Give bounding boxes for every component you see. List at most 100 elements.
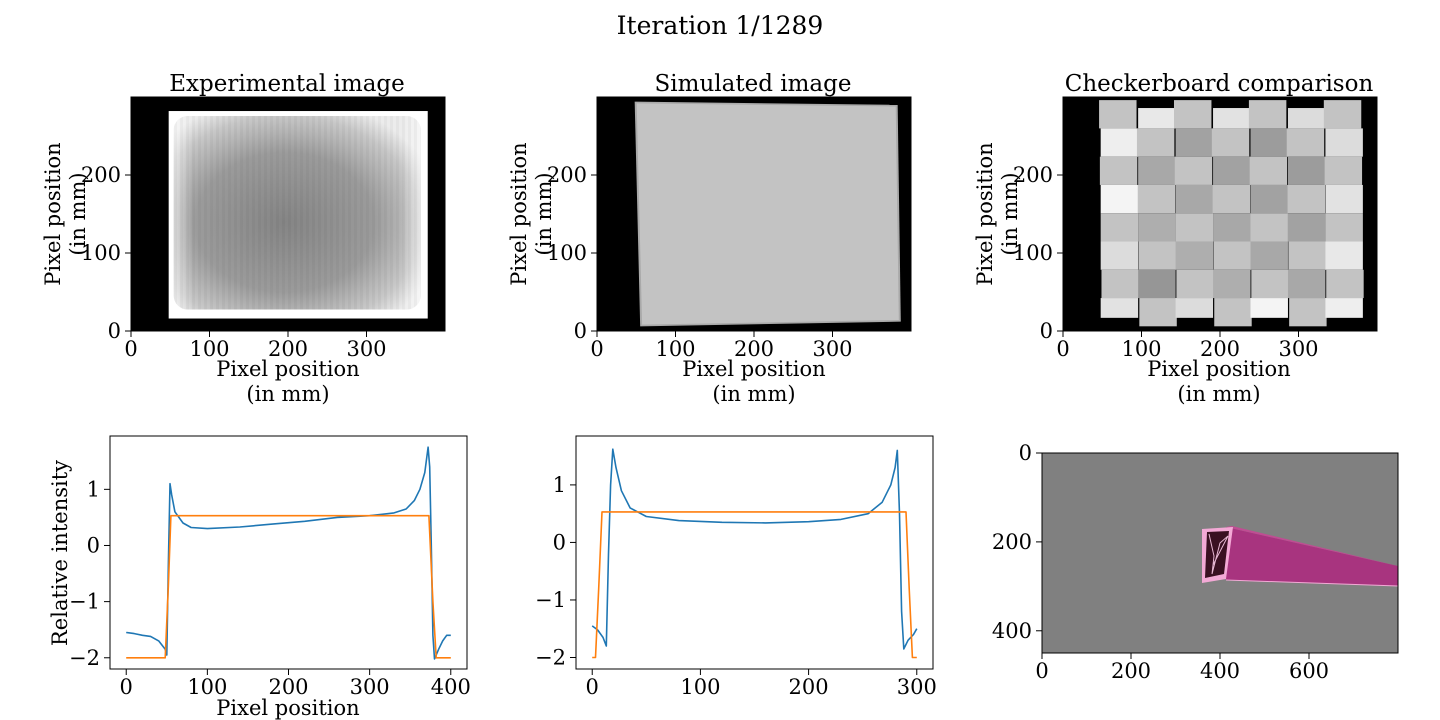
scene-xtick-label: 600 (1289, 659, 1329, 683)
profile-left-series (126, 446, 451, 660)
checkerboard-cells (1099, 100, 1364, 327)
checkerboard-xtick-label: 100 (1121, 337, 1161, 361)
checkerboard-cell (1214, 298, 1252, 327)
profile_right-ytick-label: −2 (535, 645, 566, 669)
checkerboard-cell (1250, 128, 1288, 157)
checkerboard-cell (1250, 213, 1288, 242)
simulated-image-xlabel: Pixel position (in mm) (682, 357, 825, 406)
checkerboard-cell (1213, 241, 1251, 270)
checkerboard-cell (1287, 184, 1326, 214)
simulated-image-title: Simulated image (655, 71, 852, 97)
checkerboard-cell (1325, 213, 1363, 242)
checkerboard-cell (1325, 128, 1363, 157)
experimental-image-panel: Experimental image 0 100 200 300 0 100 200 Pi… (41, 71, 446, 406)
experimental-image-xlabel: Pixel position (in mm) (216, 357, 359, 406)
scene-y-ticks: 0 200 400 (992, 441, 1042, 643)
simulated-image-ylabel: Pixel position(in mm) (507, 142, 556, 285)
profile_left-ytick-label: 0 (87, 533, 100, 557)
checkerboard-cell (1325, 184, 1363, 214)
profile-left-xlabel: Pixel position (216, 696, 359, 720)
profile_right-xtick-label: 200 (789, 675, 829, 699)
experimental-ytick-label: 100 (81, 241, 121, 265)
checkerboard-cell (1250, 241, 1288, 270)
profile_left-ytick-label: 1 (87, 477, 100, 501)
simulated-xtick-label: 300 (812, 337, 852, 361)
profile-left-frame (109, 435, 468, 670)
profile_left-simulated-profile-line (126, 514, 451, 659)
checkerboard-cell (1100, 128, 1139, 157)
simulated-image-y-ticks: 0 100 200 (547, 163, 597, 343)
checkerboard-cell (1100, 298, 1139, 318)
checkerboard-cell (1175, 213, 1214, 242)
profile-right-series (591, 448, 918, 659)
checkerboard-cell (1138, 241, 1176, 270)
checkerboard-cell (1286, 128, 1325, 157)
scene-box-edge (1225, 579, 1398, 587)
simulated-xtick-label: 100 (655, 337, 695, 361)
scene-box-side (1226, 527, 1398, 586)
scene-box-wireframe (1208, 533, 1229, 575)
simulated-xtick-label: 200 (734, 337, 774, 361)
checkerboard-cell (1100, 184, 1139, 214)
profile-right-x-ticks: 0 100 200 300 (586, 669, 937, 699)
checkerboard-cell (1173, 100, 1212, 129)
figure-title: Iteration 1/1289 (617, 11, 824, 40)
checkerboard-xtick-label: 0 (1056, 337, 1069, 361)
checkerboard-cell (1251, 269, 1289, 299)
checkerboard-cell (1326, 269, 1364, 299)
profile-right-y-ticks: −2 −1 0 1 (535, 473, 576, 669)
profile-left-y-ticks: −2 −1 0 1 (69, 477, 110, 670)
profile_left-xtick-label: 100 (187, 675, 227, 699)
experimental-xtick-label: 200 (268, 337, 308, 361)
checkerboard-ytick-label: 200 (1013, 163, 1053, 187)
checkerboard-cell (1099, 100, 1137, 129)
profile_right-xtick-label: 100 (680, 675, 720, 699)
checkerboard-cell (1288, 241, 1326, 270)
checkerboard-cell (1175, 128, 1214, 157)
checkerboard-xlabel: Pixel position (in mm) (1147, 357, 1290, 406)
simulated-ytick-label: 0 (574, 319, 587, 343)
scene-box-top (1226, 526, 1398, 566)
checkerboard-xtick-label: 200 (1200, 337, 1240, 361)
checkerboard-cell (1099, 156, 1138, 185)
simulated-image-panel: Simulated image 0 100 200 300 0 100 200 Pixel… (507, 71, 912, 406)
checkerboard-cell (1175, 184, 1214, 214)
checkerboard-cell (1139, 298, 1177, 327)
simulated-xtick-label: 0 (590, 337, 603, 361)
checkerboard-cell (1213, 156, 1251, 185)
profile_left-xtick-label: 300 (350, 675, 390, 699)
profile_left-ytick-label: −2 (69, 646, 100, 670)
checkerboard-cell (1136, 128, 1175, 157)
checkerboard-title: Checkerboard comparison (1065, 71, 1374, 97)
checkerboard-ytick-label: 100 (1013, 241, 1053, 265)
checkerboard-y-ticks: 0 100 200 (1013, 163, 1063, 343)
simulated-image-x-ticks: 0 100 200 300 (590, 331, 853, 361)
profile_right-ytick-label: 0 (553, 530, 566, 554)
profile_left-xtick-label: 400 (431, 675, 471, 699)
checkerboard-cell (1175, 298, 1214, 318)
checkerboard-ytick-label: 0 (1040, 319, 1053, 343)
scene-xtick-label: 200 (1111, 659, 1151, 683)
profile-right-panel: 0 100 200 300 −2 −1 0 1 (535, 435, 937, 699)
simulated-ytick-label: 100 (547, 241, 587, 265)
profile_right-simulated-profile-line (592, 511, 917, 659)
checkerboard-cell (1138, 108, 1176, 129)
checkerboard-cell (1250, 184, 1288, 214)
scene-ytick-label: 0 (1019, 441, 1032, 465)
checkerboard-cell (1287, 156, 1326, 185)
profile-right-frame (575, 435, 934, 670)
scene-ytick-label: 400 (992, 619, 1032, 643)
simulated-ytick-label: 200 (547, 163, 587, 187)
checkerboard-cell (1176, 269, 1214, 299)
scene-xtick-label: 0 (1035, 659, 1048, 683)
profile_right-xtick-label: 300 (897, 675, 937, 699)
checkerboard-cell (1211, 128, 1250, 157)
checkerboard-cell (1101, 269, 1139, 299)
checkerboard-cell (1250, 298, 1288, 318)
checkerboard-cell (1138, 213, 1176, 242)
profile-left-ylabel: Relative intensity (48, 460, 72, 646)
checkerboard-cell (1289, 298, 1327, 327)
experimental-image-y-ticks: 0 100 200 (81, 163, 131, 343)
checkerboard-cell (1249, 156, 1288, 185)
